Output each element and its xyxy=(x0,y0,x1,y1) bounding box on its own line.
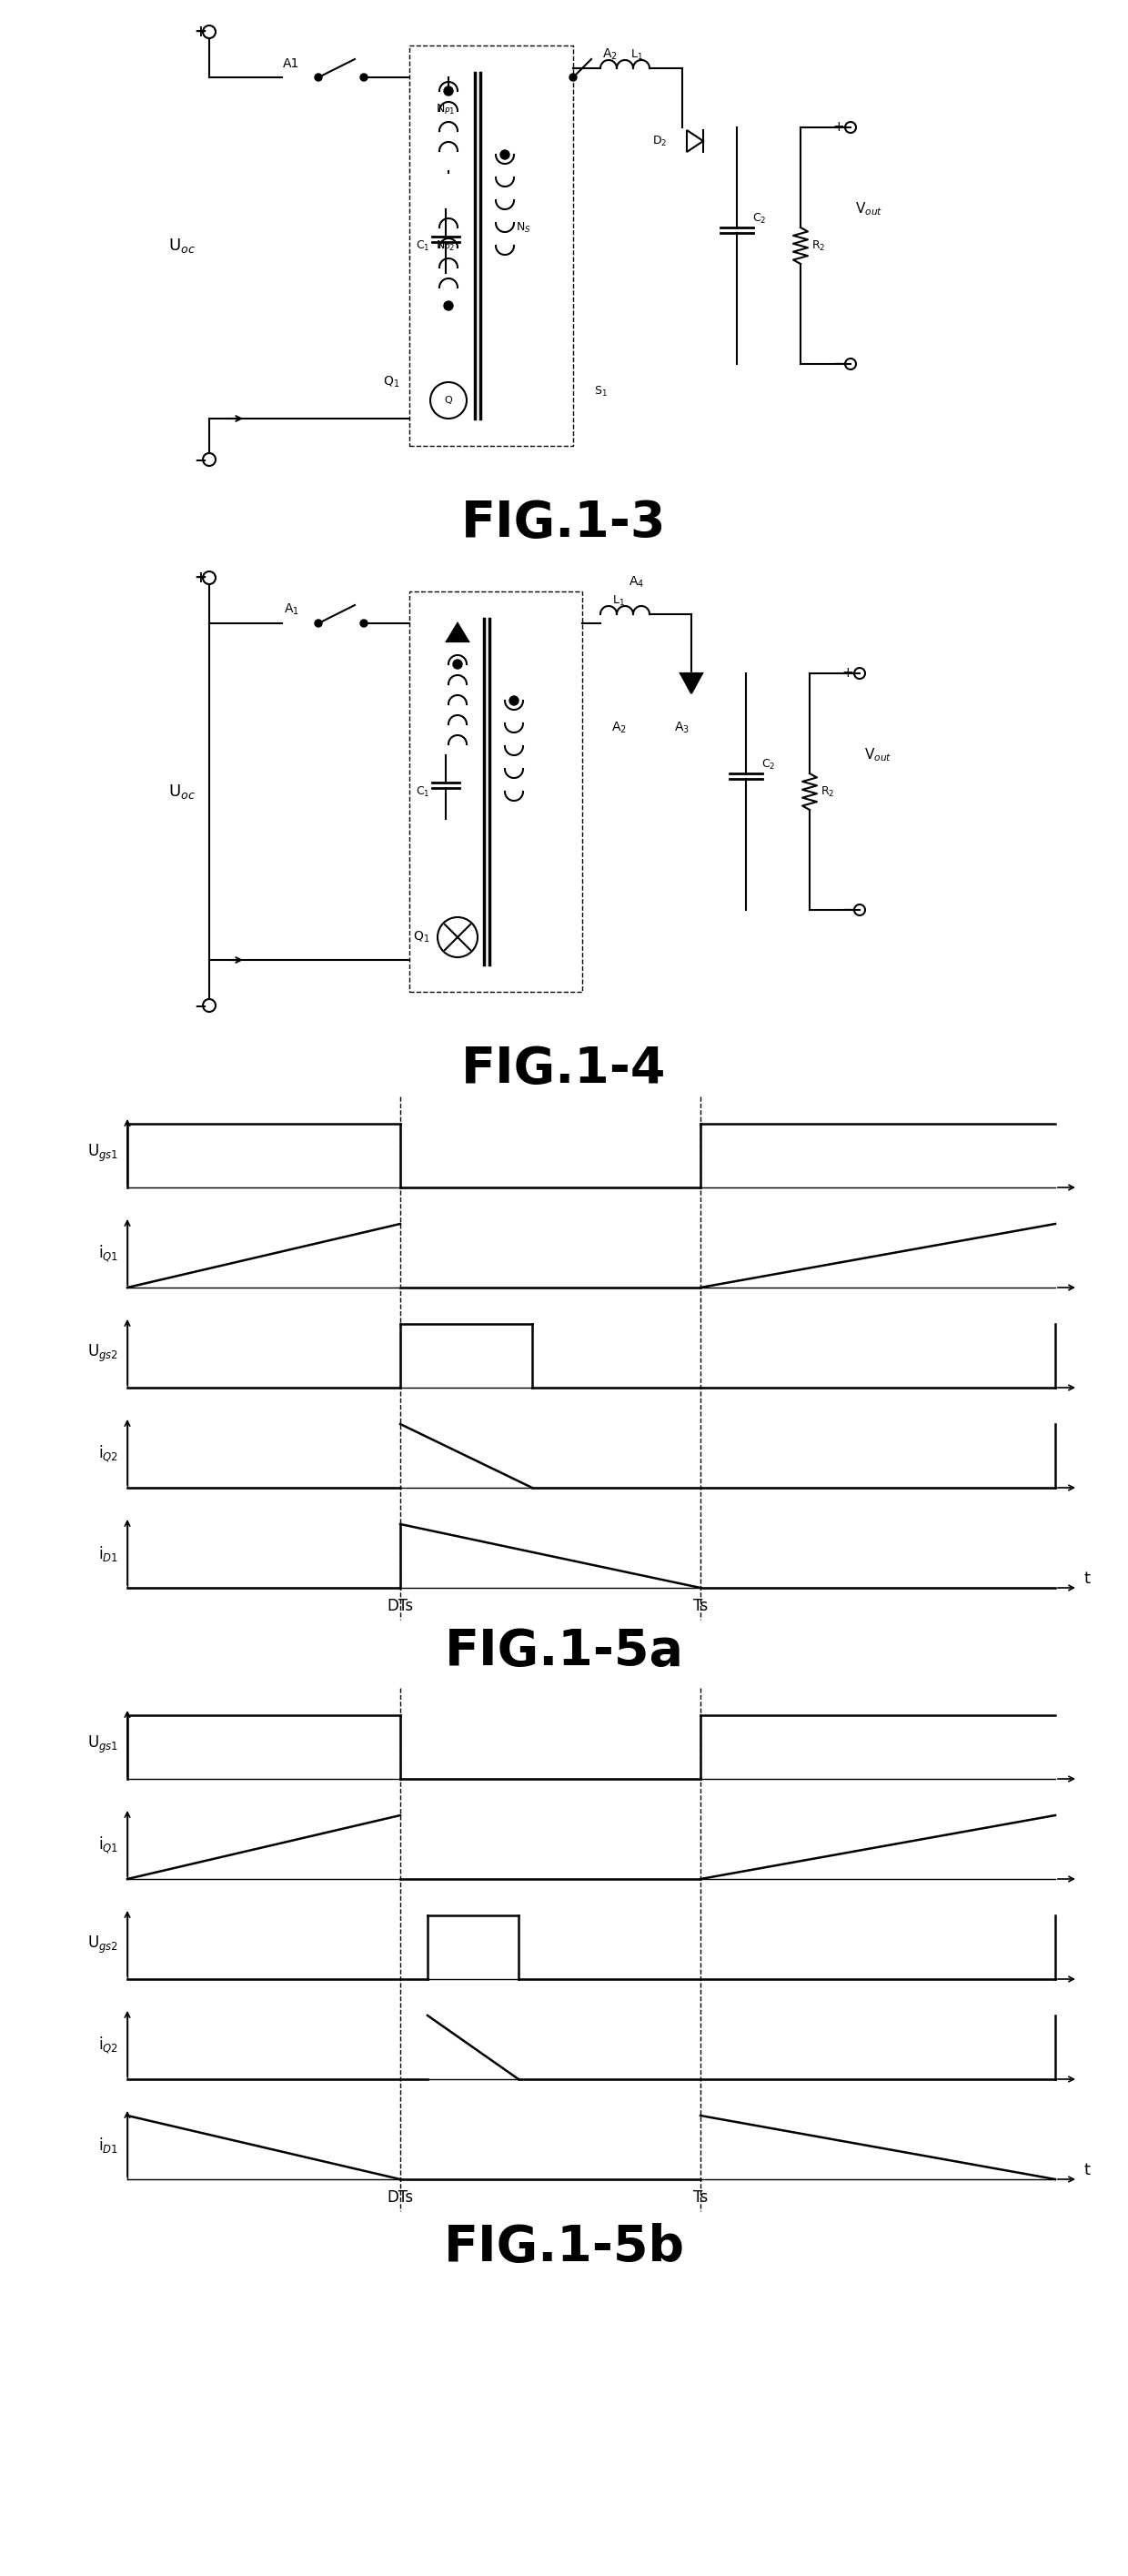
Text: R$_2$: R$_2$ xyxy=(821,786,835,799)
Text: L$_1$: L$_1$ xyxy=(613,592,625,608)
Circle shape xyxy=(360,75,368,80)
Text: −: − xyxy=(194,997,206,1015)
Text: i$_{Q2}$: i$_{Q2}$ xyxy=(98,1443,118,1463)
Text: i$_{Q1}$: i$_{Q1}$ xyxy=(98,1834,118,1855)
Text: C$_1$: C$_1$ xyxy=(416,240,430,252)
Bar xyxy=(409,592,582,992)
Text: C$_2$: C$_2$ xyxy=(752,211,767,224)
Text: +: + xyxy=(194,569,206,585)
Circle shape xyxy=(510,696,519,706)
Text: −: − xyxy=(832,358,844,371)
Text: A$_4$: A$_4$ xyxy=(629,574,644,590)
Circle shape xyxy=(444,88,453,95)
Text: R$_2$: R$_2$ xyxy=(812,240,826,252)
Text: t: t xyxy=(1084,2161,1091,2179)
Text: A$_2$: A$_2$ xyxy=(602,46,617,62)
Text: i$_{Q1}$: i$_{Q1}$ xyxy=(98,1244,118,1265)
Text: U$_{oc}$: U$_{oc}$ xyxy=(168,783,195,801)
Text: +: + xyxy=(832,121,844,134)
Text: D$_2$: D$_2$ xyxy=(652,134,667,147)
Circle shape xyxy=(570,75,576,80)
Text: U$_{gs1}$: U$_{gs1}$ xyxy=(87,1144,118,1164)
Text: V$_{out}$: V$_{out}$ xyxy=(864,747,892,762)
Circle shape xyxy=(315,75,321,80)
Text: −: − xyxy=(194,451,206,469)
Text: V$_{out}$: V$_{out}$ xyxy=(855,201,883,219)
Text: DTs: DTs xyxy=(387,1597,414,1615)
Circle shape xyxy=(360,621,368,626)
Text: C$_1$: C$_1$ xyxy=(416,786,430,799)
Text: FIG.1-5b: FIG.1-5b xyxy=(443,2223,685,2272)
Text: S$_1$: S$_1$ xyxy=(593,384,607,399)
Text: A$_2$: A$_2$ xyxy=(611,721,626,734)
Circle shape xyxy=(501,149,510,160)
Text: N$_{P1}$: N$_{P1}$ xyxy=(435,103,456,116)
Text: U$_{oc}$: U$_{oc}$ xyxy=(168,237,195,255)
Text: N$_{P2}$: N$_{P2}$ xyxy=(437,240,456,252)
Text: U$_{gs1}$: U$_{gs1}$ xyxy=(87,1734,118,1754)
Circle shape xyxy=(444,301,453,309)
Text: U$_{gs2}$: U$_{gs2}$ xyxy=(87,1935,118,1955)
Polygon shape xyxy=(447,623,468,641)
Text: N$_S$: N$_S$ xyxy=(515,222,530,234)
Text: C$_2$: C$_2$ xyxy=(761,757,776,770)
Text: Q$_1$: Q$_1$ xyxy=(382,374,399,389)
Bar xyxy=(409,46,573,446)
Text: A$_1$: A$_1$ xyxy=(283,603,299,618)
Text: FIG.1-4: FIG.1-4 xyxy=(461,1046,667,1095)
Text: Q$_1$: Q$_1$ xyxy=(413,930,430,945)
Text: t: t xyxy=(1084,1571,1091,1587)
Text: −: − xyxy=(841,904,853,917)
Polygon shape xyxy=(680,672,703,693)
Text: Ts: Ts xyxy=(693,1597,708,1615)
Text: A1: A1 xyxy=(283,57,299,70)
Text: i$_{Q2}$: i$_{Q2}$ xyxy=(98,2035,118,2056)
Text: +: + xyxy=(194,23,206,41)
Text: Q: Q xyxy=(444,397,452,404)
Text: L$_1$: L$_1$ xyxy=(631,49,643,62)
Text: i$_{D1}$: i$_{D1}$ xyxy=(98,2136,118,2154)
Text: FIG.1-5a: FIG.1-5a xyxy=(444,1628,684,1677)
Text: U$_{gs2}$: U$_{gs2}$ xyxy=(87,1342,118,1365)
Text: Ts: Ts xyxy=(693,2190,708,2205)
Text: DTs: DTs xyxy=(387,2190,414,2205)
Text: +: + xyxy=(841,667,853,680)
Text: i$_{D1}$: i$_{D1}$ xyxy=(98,1543,118,1564)
Text: FIG.1-3: FIG.1-3 xyxy=(461,500,667,549)
Circle shape xyxy=(453,659,462,670)
Polygon shape xyxy=(687,131,703,152)
Circle shape xyxy=(315,621,321,626)
Text: A$_3$: A$_3$ xyxy=(675,721,690,734)
